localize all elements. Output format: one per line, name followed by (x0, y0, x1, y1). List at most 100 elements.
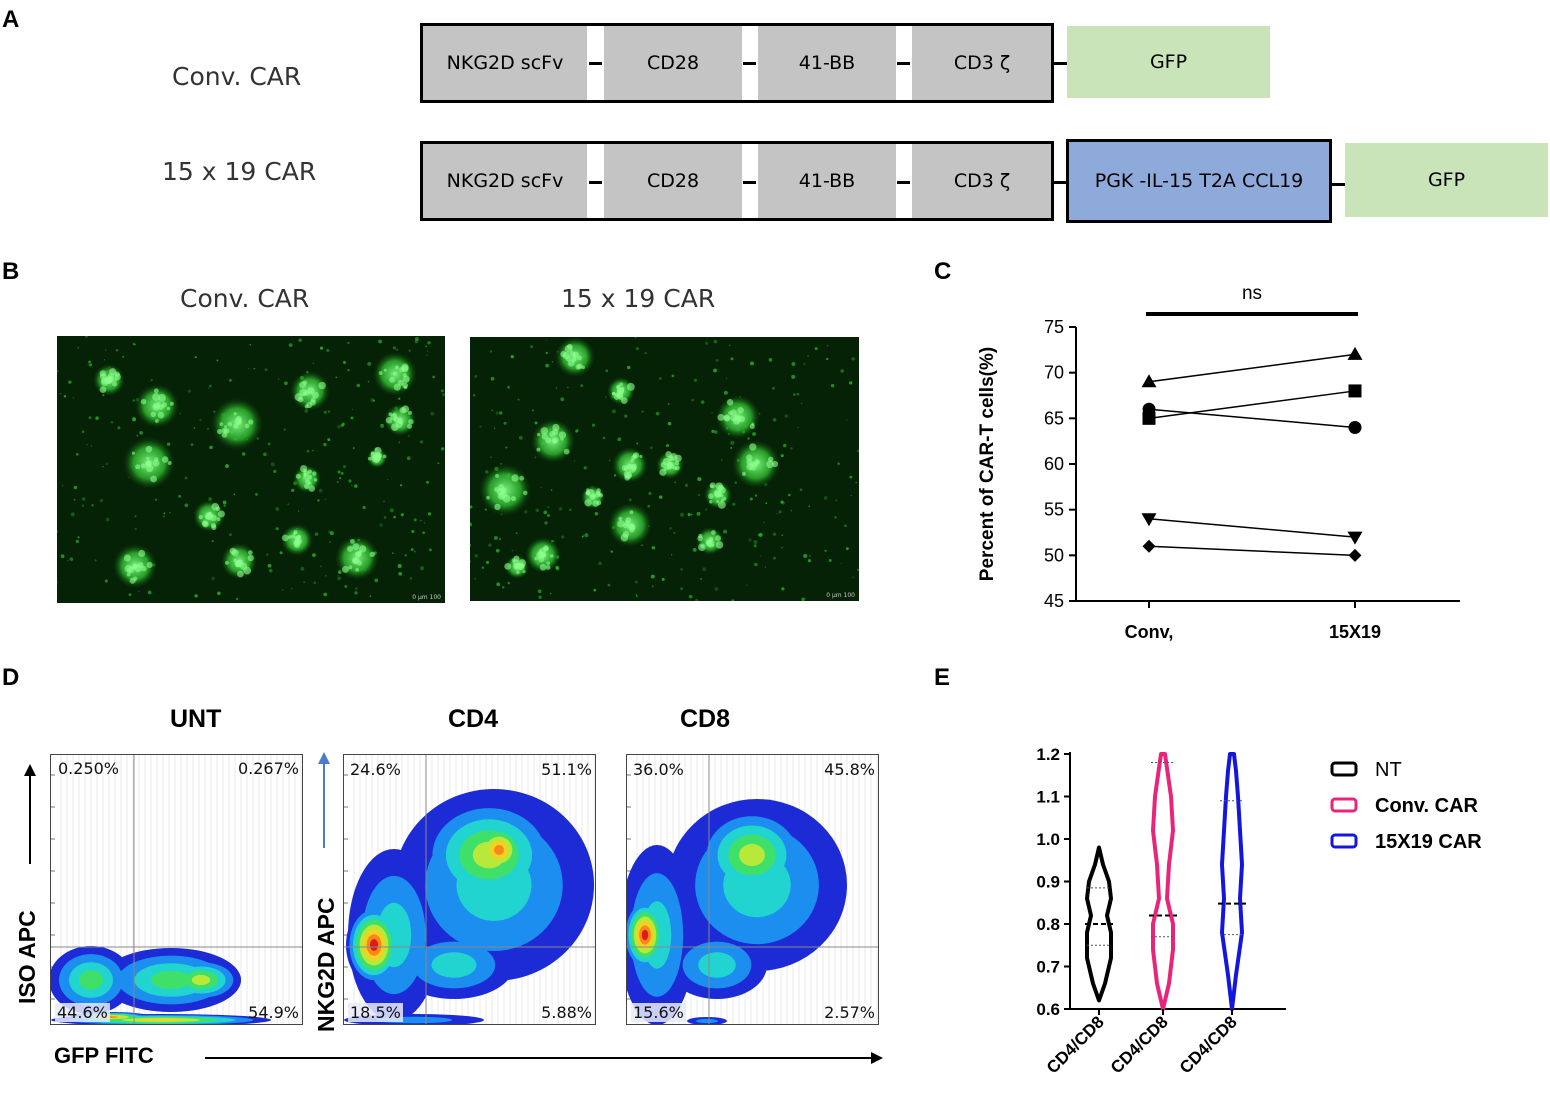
speck (379, 523, 383, 527)
cell-spot (522, 570, 526, 574)
speck (77, 536, 80, 539)
speck (235, 597, 239, 601)
speck (535, 508, 539, 512)
speck (540, 486, 542, 489)
x-tick-label: CD4/CD8 (1107, 1012, 1172, 1077)
cell-spot (585, 490, 590, 496)
speck (495, 548, 500, 553)
cell-spot (341, 565, 349, 573)
speck (655, 411, 660, 416)
speck (406, 456, 411, 461)
speck (437, 462, 440, 465)
speck (344, 585, 348, 588)
marker-circle (1142, 402, 1156, 416)
flow-title-cd4: CD4 (448, 705, 499, 733)
speck (543, 510, 548, 515)
segment-nkg2d-scfv: NKG2D scFv (423, 26, 587, 100)
cell-spot (296, 534, 302, 539)
cell-spot (710, 543, 714, 547)
speck (474, 553, 479, 558)
cell-spot (558, 431, 567, 439)
speck (132, 417, 137, 422)
speck (753, 540, 758, 545)
speck (329, 531, 334, 536)
speck (317, 499, 320, 502)
cell-spot (706, 539, 711, 545)
speck (607, 583, 611, 587)
speck (313, 581, 317, 585)
cell-spot (112, 381, 118, 387)
speck (104, 579, 108, 583)
panel-letter-e: E (934, 664, 951, 691)
speck (684, 483, 689, 487)
cell-spot (540, 427, 549, 435)
speck (545, 351, 548, 355)
cell-spot (145, 445, 153, 453)
speck (776, 512, 778, 515)
speck (772, 532, 777, 536)
quadrant-ul-pct: 24.6% (350, 760, 401, 779)
cell-spot (150, 411, 156, 418)
speck (342, 360, 347, 364)
cell-spot (628, 523, 636, 531)
speck (807, 355, 809, 357)
speck (671, 554, 673, 556)
cell-spot (403, 385, 408, 390)
speck (81, 504, 85, 507)
speck (856, 568, 859, 571)
speck (598, 561, 602, 566)
segment-cd3-zeta: CD3 ζ (912, 26, 1052, 100)
cell-spot (660, 461, 667, 468)
speck (340, 471, 344, 475)
cell-spot (198, 514, 203, 520)
speck (732, 502, 736, 506)
speck (803, 553, 808, 558)
speck (397, 563, 402, 568)
speck (713, 368, 717, 373)
speck (823, 496, 828, 500)
speck (291, 488, 295, 493)
speck (641, 410, 644, 413)
speck (624, 414, 628, 418)
violin-outline (1220, 752, 1244, 1011)
panel-letter-d: D (2, 664, 20, 691)
speck (303, 581, 305, 583)
speck (350, 416, 354, 420)
density-level (79, 970, 103, 990)
speck (688, 594, 693, 599)
speck (531, 409, 534, 412)
speck (665, 444, 670, 448)
speck (783, 443, 787, 448)
quadrant-ul-pct: 0.250% (58, 759, 120, 778)
cell-spot (746, 454, 753, 461)
linker (589, 62, 602, 65)
y-arrow-icon (24, 764, 36, 864)
cell-spot (146, 456, 150, 460)
speck (150, 379, 153, 382)
cell-spot (565, 355, 572, 362)
significance-label: ns (1242, 283, 1262, 304)
speck (750, 361, 754, 366)
series-line (1148, 408, 1356, 429)
cell-spot (596, 500, 602, 506)
speck (834, 516, 837, 519)
cell-spot (211, 502, 220, 511)
speck (407, 434, 410, 438)
cell-spot (161, 456, 169, 463)
speck (855, 481, 857, 484)
speck (634, 580, 638, 584)
speck (169, 511, 171, 514)
flow-title-unt: UNT (170, 705, 222, 733)
cell-spot (367, 456, 372, 461)
speck (391, 552, 394, 555)
cell-spot (307, 387, 315, 395)
cell-spot (355, 551, 361, 558)
cell-spot (515, 565, 520, 570)
flow-plot-unt: 0.250% 0.267% 44.6% 54.9% (50, 754, 303, 1025)
speck (582, 534, 585, 537)
cell-spot (224, 425, 228, 429)
cell-spot (378, 371, 383, 375)
speck (674, 481, 676, 484)
speck (491, 409, 493, 411)
cell-spot (715, 541, 724, 549)
